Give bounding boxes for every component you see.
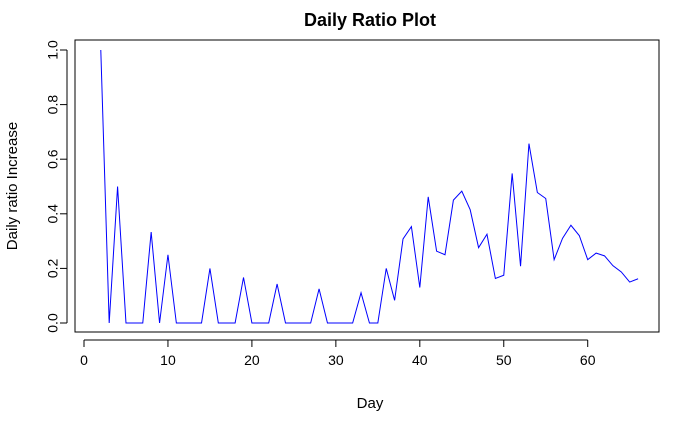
x-axis-label: Day: [357, 395, 384, 412]
y-tick-label: 1.0: [45, 40, 61, 60]
plot-frame: [74, 39, 660, 333]
series-line: [100, 49, 639, 324]
x-tick-label: 20: [244, 352, 260, 368]
x-axis: 0 10 20 30 40 50 60: [80, 339, 596, 368]
y-axis: 0.0 0.2 0.4 0.6 0.8 1.0: [45, 40, 68, 333]
y-axis-label: Daily ratio Increase: [4, 122, 21, 250]
x-tick-label: 10: [160, 352, 176, 368]
x-tick-label: 0: [80, 352, 88, 368]
x-tick-label: 50: [496, 352, 512, 368]
series-group: [100, 49, 639, 324]
x-tick-label: 40: [412, 352, 428, 368]
x-tick-label: 60: [580, 352, 596, 368]
x-tick-label: 30: [328, 352, 344, 368]
y-tick-label: 0.4: [45, 204, 61, 224]
y-tick-label: 0.8: [45, 95, 61, 115]
chart-title: Daily Ratio Plot: [304, 10, 436, 30]
y-tick-label: 0.0: [45, 313, 61, 333]
y-tick-label: 0.2: [45, 258, 61, 278]
y-tick-label: 0.6: [45, 149, 61, 169]
